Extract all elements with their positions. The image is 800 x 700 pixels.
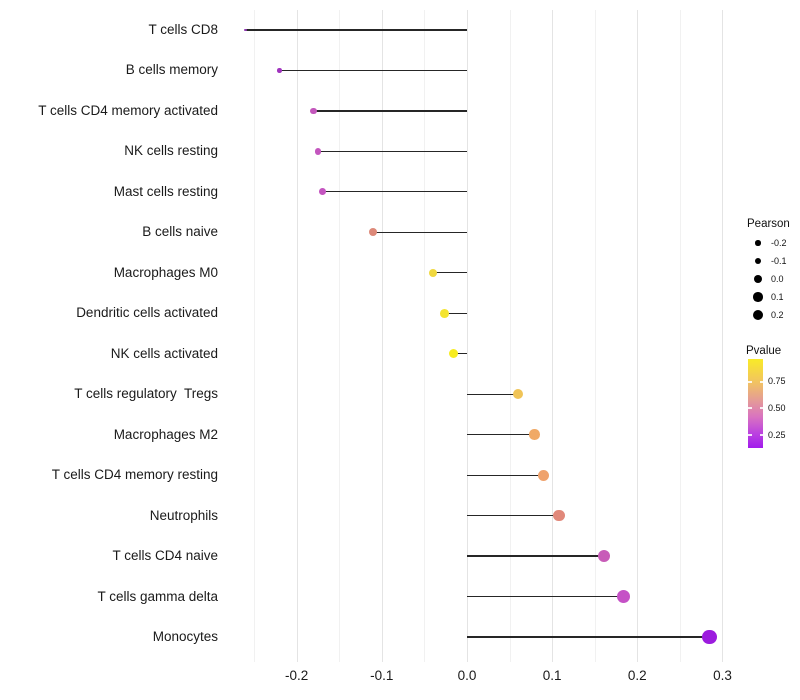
major-gridline bbox=[722, 10, 724, 662]
minor-gridline bbox=[424, 10, 426, 662]
major-gridline bbox=[381, 10, 383, 662]
x-axis-tick-label: 0.1 bbox=[542, 668, 562, 683]
lollipop-dot bbox=[440, 308, 450, 318]
lollipop-dot bbox=[428, 268, 438, 278]
lollipop-stem bbox=[317, 150, 467, 152]
size-legend-dot bbox=[755, 240, 761, 246]
colorbar-tick bbox=[759, 434, 763, 436]
y-axis-label: T cells CD4 memory activated bbox=[38, 102, 218, 118]
minor-gridline bbox=[254, 10, 256, 662]
major-gridline bbox=[466, 10, 468, 662]
y-axis-label: B cells memory bbox=[125, 62, 218, 78]
colorbar-tick bbox=[748, 407, 752, 409]
lollipop-stem bbox=[466, 393, 519, 395]
lollipop-stem bbox=[466, 595, 624, 598]
lollipop-dot bbox=[553, 509, 565, 522]
y-axis-label: Macrophages M0 bbox=[113, 264, 218, 280]
lollipop-stem bbox=[245, 29, 467, 31]
lollipop-stem bbox=[444, 312, 467, 314]
lollipop-dot bbox=[617, 590, 631, 604]
colorbar-tick bbox=[748, 381, 752, 383]
lollipop-stem bbox=[466, 515, 559, 517]
lollipop-stem bbox=[322, 191, 467, 193]
y-axis-label: NK cells activated bbox=[110, 345, 218, 361]
size-legend-label: -0.2 bbox=[771, 237, 787, 248]
lollipop-dot bbox=[318, 188, 326, 196]
colorbar-label: 0.75 bbox=[768, 376, 786, 387]
y-axis-label: Neutrophils bbox=[149, 507, 218, 523]
size-legend-dot bbox=[753, 274, 763, 284]
major-gridline bbox=[296, 10, 298, 662]
lollipop-stem bbox=[432, 272, 467, 274]
colorbar-tick bbox=[748, 434, 752, 436]
y-axis-label: NK cells resting bbox=[124, 143, 218, 159]
size-legend-label: -0.1 bbox=[771, 255, 787, 266]
x-axis-tick-label: 0.2 bbox=[627, 668, 647, 683]
lollipop-stem bbox=[466, 474, 544, 476]
size-legend-dot bbox=[754, 257, 762, 265]
colorbar-label: 0.25 bbox=[768, 429, 786, 440]
y-axis-label: Monocytes bbox=[152, 629, 218, 644]
lollipop-dot bbox=[597, 549, 611, 563]
x-axis-tick-label: 0.0 bbox=[457, 668, 477, 683]
lollipop-dot bbox=[528, 429, 540, 440]
lollipop-dot bbox=[538, 469, 550, 481]
lollipop-dot bbox=[448, 349, 459, 359]
lollipop-stem bbox=[453, 353, 467, 355]
lollipop-stem bbox=[466, 636, 710, 638]
size-legend-label: 0.2 bbox=[771, 309, 784, 320]
lollipop-stem bbox=[373, 231, 467, 233]
y-axis-label: Mast cells resting bbox=[113, 183, 218, 199]
colorbar-label: 0.50 bbox=[768, 402, 786, 413]
lollipop-dot bbox=[702, 629, 717, 645]
lollipop-dot bbox=[277, 68, 282, 73]
x-axis-tick-label: -0.1 bbox=[370, 668, 394, 683]
minor-gridline bbox=[509, 10, 511, 662]
minor-gridline bbox=[594, 10, 596, 662]
y-axis-label: T cells CD4 memory resting bbox=[51, 467, 218, 483]
minor-gridline bbox=[679, 10, 681, 662]
size-legend-label: 0.0 bbox=[771, 273, 784, 284]
y-axis-label: B cells naive bbox=[142, 224, 218, 240]
colorbar-tick bbox=[759, 407, 763, 409]
lollipop-dot bbox=[244, 28, 247, 32]
y-axis-label: Macrophages M2 bbox=[113, 426, 218, 442]
lollipop-dot bbox=[310, 107, 317, 115]
size-legend-dot bbox=[752, 309, 764, 321]
colorbar-legend-title: Pvalue bbox=[746, 345, 782, 357]
y-axis-label: T cells CD8 bbox=[148, 22, 218, 37]
size-legend-dot bbox=[753, 292, 763, 302]
minor-gridline bbox=[339, 10, 341, 662]
y-axis-label: Dendritic cells activated bbox=[76, 305, 218, 321]
pvalue-colorbar-gradient bbox=[748, 359, 763, 448]
lollipop-dot bbox=[513, 389, 524, 400]
y-axis-label: T cells regulatory Tregs bbox=[74, 386, 218, 402]
x-axis-tick-label: 0.3 bbox=[713, 668, 732, 683]
lollipop-stem bbox=[279, 69, 467, 72]
lollipop-dot bbox=[314, 148, 322, 155]
lollipop-dot bbox=[369, 228, 378, 237]
colorbar-tick bbox=[759, 381, 763, 383]
y-axis-label: T cells CD4 naive bbox=[112, 548, 218, 564]
x-axis-tick-label: -0.2 bbox=[284, 668, 309, 683]
size-legend-title: Pearson bbox=[747, 218, 790, 230]
lollipop-stem bbox=[313, 110, 467, 112]
major-gridline bbox=[552, 10, 554, 662]
lollipop-stem bbox=[466, 555, 605, 557]
lollipop-stem bbox=[466, 434, 535, 436]
size-legend-label: 0.1 bbox=[771, 291, 784, 302]
major-gridline bbox=[637, 10, 639, 662]
y-axis-label: T cells gamma delta bbox=[97, 588, 218, 604]
